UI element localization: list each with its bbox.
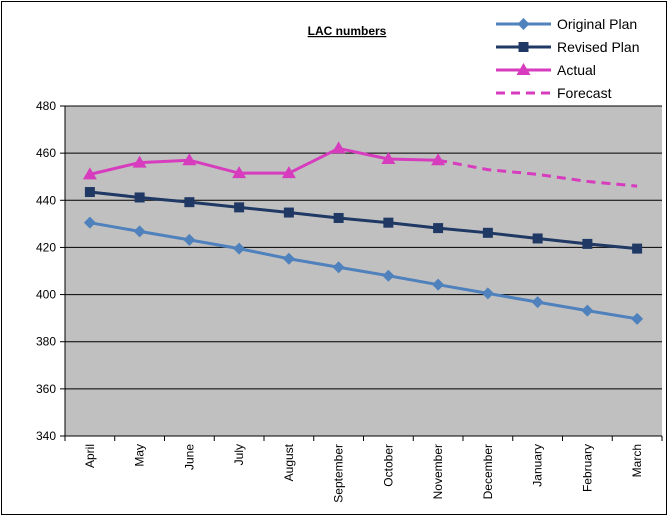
x-tick-label: April — [83, 444, 97, 468]
data-point-revised-plan — [632, 243, 643, 254]
data-point-original-plan — [282, 252, 295, 265]
y-tick-label: 420 — [36, 240, 56, 254]
y-tick-label: 360 — [36, 382, 56, 396]
chart-title: LAC numbers — [308, 24, 387, 38]
data-point-revised-plan — [482, 227, 493, 238]
legend: Original Plan Revised Plan Actual Forecast — [496, 16, 640, 101]
series-actual — [82, 141, 446, 180]
data-point-original-plan — [481, 287, 494, 300]
data-point-original-plan — [581, 304, 594, 317]
y-tick-label: 460 — [36, 146, 56, 160]
y-tick-label: 380 — [36, 335, 56, 349]
legend-item-revised-plan: Revised Plan — [496, 39, 640, 55]
legend-item-original-plan: Original Plan — [496, 16, 637, 32]
data-point-actual — [182, 153, 197, 166]
legend-item-actual: Actual — [496, 62, 596, 78]
y-tick-label: 400 — [36, 288, 56, 302]
series-line-original-plan — [89, 221, 638, 321]
data-point-revised-plan — [383, 217, 394, 228]
data-point-original-plan — [631, 312, 644, 325]
legend-label-revised-plan: Revised Plan — [557, 39, 640, 55]
legend-item-forecast: Forecast — [496, 85, 612, 101]
series-original-plan — [83, 216, 644, 325]
data-point-revised-plan — [84, 187, 95, 198]
x-tick-label: July — [232, 444, 246, 465]
data-point-original-plan — [382, 269, 395, 282]
x-tick-label: December — [481, 444, 495, 499]
x-tick-label: February — [580, 444, 594, 492]
data-point-revised-plan — [184, 197, 195, 208]
series-forecast — [437, 158, 638, 188]
legend-label-forecast: Forecast — [557, 85, 612, 101]
data-point-original-plan — [332, 261, 345, 274]
legend-label-actual: Actual — [557, 62, 596, 78]
y-tick-label: 440 — [36, 193, 56, 207]
y-tick-label: 480 — [36, 99, 56, 113]
data-point-actual — [281, 166, 296, 179]
data-point-actual — [232, 166, 247, 179]
x-tick-label: May — [133, 444, 147, 467]
data-point-revised-plan — [283, 207, 294, 218]
x-tick-label: October — [381, 444, 395, 487]
legend-label-original-plan: Original Plan — [557, 16, 637, 32]
data-point-revised-plan — [333, 212, 344, 223]
data-point-actual — [82, 167, 97, 180]
data-point-revised-plan — [433, 223, 444, 234]
data-point-actual — [381, 152, 396, 165]
data-point-actual — [132, 155, 147, 168]
data-point-original-plan — [432, 278, 445, 291]
data-point-revised-plan — [134, 192, 145, 203]
x-tick-label: August — [282, 443, 296, 481]
data-point-original-plan — [133, 225, 146, 238]
x-tick-label: September — [332, 444, 346, 503]
series-lines — [82, 141, 644, 325]
data-point-revised-plan — [582, 238, 593, 249]
axes: 340 360 380 400 420 440 460 480 April May June July… — [36, 99, 663, 503]
x-tick-label: June — [182, 444, 196, 470]
x-tick-label: January — [531, 444, 545, 487]
x-tick-label: March — [630, 444, 644, 477]
data-point-original-plan — [83, 216, 96, 229]
y-tick-label: 340 — [36, 429, 56, 443]
data-point-original-plan — [233, 242, 246, 255]
data-point-actual — [331, 141, 346, 154]
data-point-revised-plan — [532, 233, 543, 244]
data-point-original-plan — [531, 296, 544, 309]
series-revised-plan — [84, 187, 643, 254]
legend-marker-original-plan — [517, 18, 530, 30]
data-point-revised-plan — [234, 202, 245, 213]
data-point-original-plan — [183, 233, 196, 246]
series-line-actual — [89, 146, 439, 176]
x-tick-label: November — [431, 444, 445, 499]
series-line-forecast — [437, 158, 638, 188]
legend-marker-actual — [516, 63, 531, 75]
series-line-revised-plan — [89, 190, 638, 251]
legend-marker-revised-plan — [518, 42, 529, 52]
